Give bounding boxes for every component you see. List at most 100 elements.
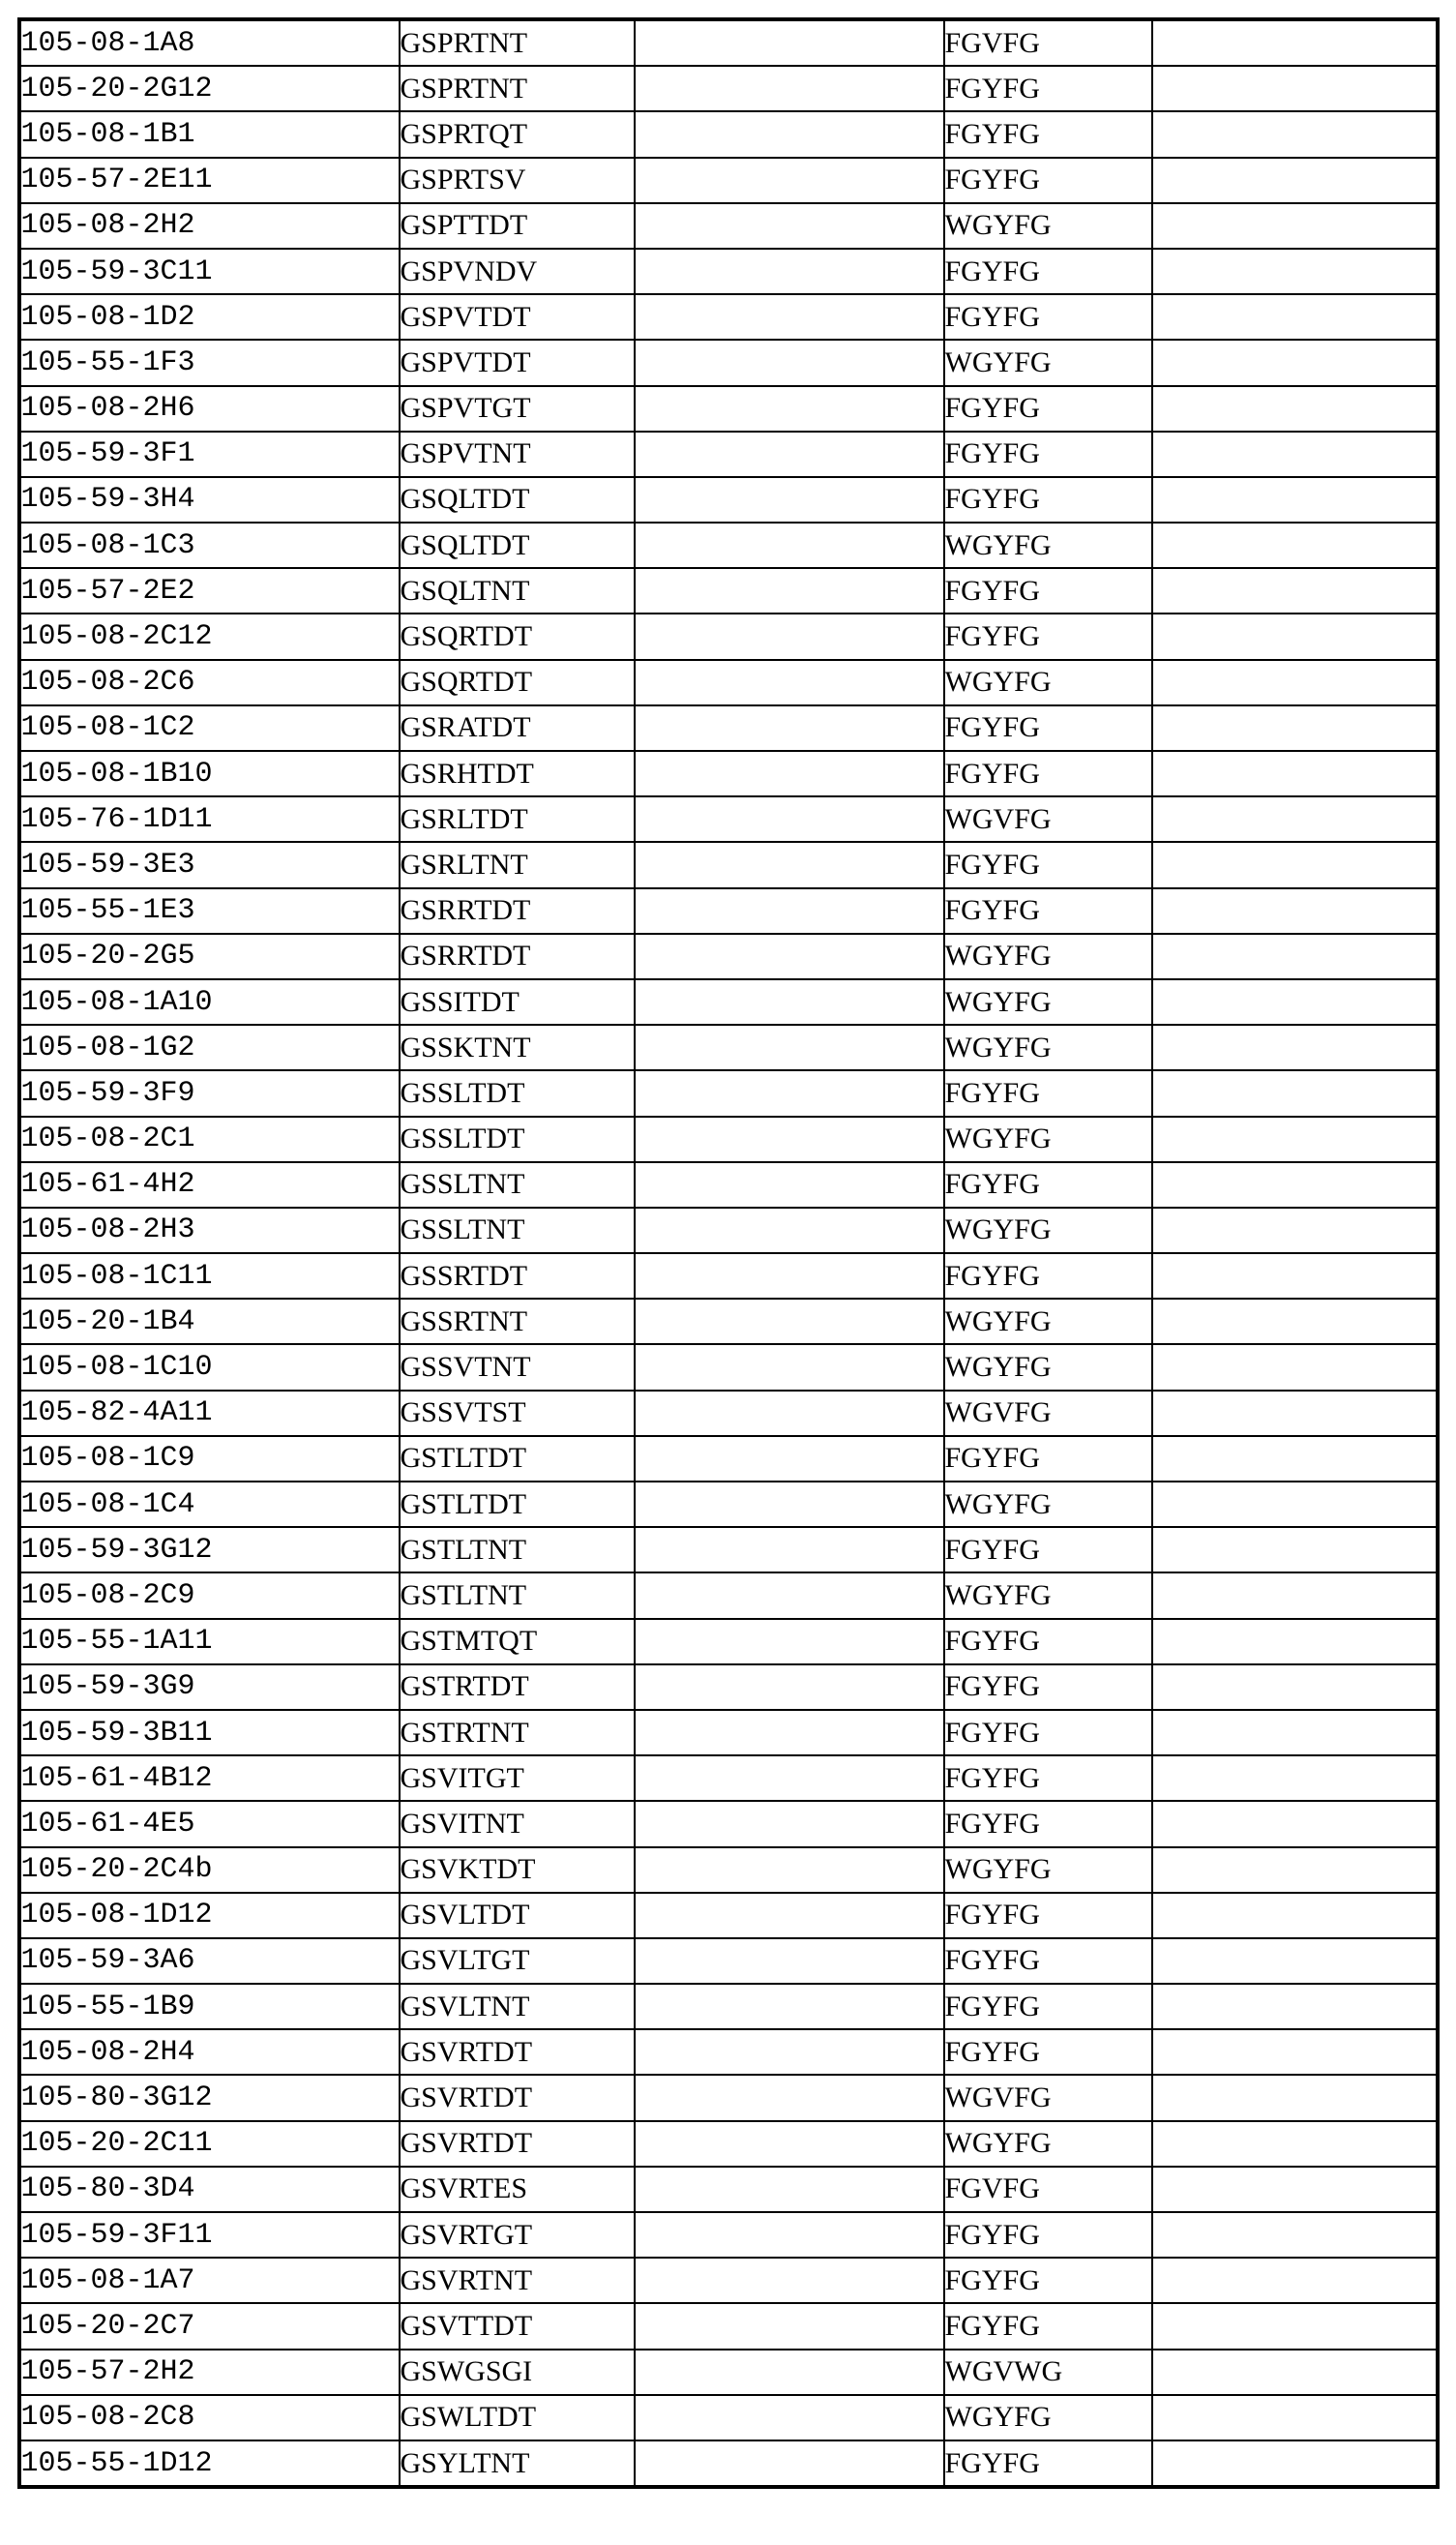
- blank-cell-b: [1152, 1162, 1438, 1208]
- cdr-sequence-2-cell: WGYFG: [944, 340, 1152, 385]
- table-row: 105-59-3H4GSQLTDTFGYFG: [19, 477, 1438, 523]
- blank-cell-a: [635, 2212, 944, 2258]
- blank-cell-b: [1152, 1664, 1438, 1710]
- cdr-sequence-1-cell: GSTLTNT: [400, 1527, 635, 1572]
- blank-cell-a: [635, 1070, 944, 1116]
- blank-cell-a: [635, 203, 944, 249]
- cdr-sequence-1-cell: GSVRTDT: [400, 2121, 635, 2167]
- cdr-sequence-2-cell: FGYFG: [944, 1710, 1152, 1755]
- cdr-sequence-2-cell: FGYFG: [944, 1664, 1152, 1710]
- cdr-sequence-2-cell: WGYFG: [944, 1482, 1152, 1527]
- blank-cell-a: [635, 111, 944, 157]
- blank-cell-a: [635, 19, 944, 66]
- clone-id-cell: 105-80-3G12: [19, 2075, 400, 2120]
- clone-id-cell: 105-08-1B1: [19, 111, 400, 157]
- blank-cell-a: [635, 1208, 944, 1253]
- cdr-sequence-2-cell: FGYFG: [944, 1436, 1152, 1482]
- clone-id-cell: 105-20-1B4: [19, 1299, 400, 1344]
- blank-cell-a: [635, 1025, 944, 1070]
- blank-cell-a: [635, 1893, 944, 1938]
- clone-id-cell: 105-08-1C10: [19, 1344, 400, 1390]
- blank-cell-a: [635, 2395, 944, 2440]
- cdr-sequence-2-cell: WGYFG: [944, 1117, 1152, 1162]
- blank-cell-a: [635, 842, 944, 887]
- table-row: 105-82-4A11GSSVTSTWGVFG: [19, 1391, 1438, 1436]
- blank-cell-b: [1152, 1527, 1438, 1572]
- blank-cell-b: [1152, 796, 1438, 842]
- cdr-sequence-1-cell: GSTMTQT: [400, 1619, 635, 1664]
- blank-cell-b: [1152, 1344, 1438, 1390]
- blank-cell-a: [635, 1938, 944, 1984]
- blank-cell-b: [1152, 1253, 1438, 1299]
- cdr-sequence-2-cell: WGYFG: [944, 2395, 1152, 2440]
- cdr-sequence-2-cell: FGYFG: [944, 432, 1152, 477]
- cdr-sequence-1-cell: GSRRTDT: [400, 934, 635, 979]
- table-row: 105-55-1A11GSTMTQTFGYFG: [19, 1619, 1438, 1664]
- cdr-sequence-2-cell: FGYFG: [944, 1893, 1152, 1938]
- cdr-sequence-2-cell: FGYFG: [944, 614, 1152, 659]
- blank-cell-b: [1152, 523, 1438, 568]
- cdr-sequence-2-cell: FGYFG: [944, 888, 1152, 934]
- cdr-sequence-1-cell: GSQRTDT: [400, 660, 635, 705]
- clone-id-cell: 105-08-2H2: [19, 203, 400, 249]
- blank-cell-a: [635, 2075, 944, 2120]
- blank-cell-b: [1152, 1572, 1438, 1618]
- blank-cell-a: [635, 1755, 944, 1801]
- table-row: 105-08-1C9GSTLTDTFGYFG: [19, 1436, 1438, 1482]
- clone-id-cell: 105-08-1D2: [19, 294, 400, 340]
- clone-id-cell: 105-08-2C9: [19, 1572, 400, 1618]
- cdr-sequence-1-cell: GSQLTDT: [400, 523, 635, 568]
- table-row: 105-55-1D12GSYLTNTFGYFG: [19, 2440, 1438, 2487]
- cdr-sequence-1-cell: GSWGSGI: [400, 2350, 635, 2395]
- clone-id-cell: 105-08-1C9: [19, 1436, 400, 1482]
- blank-cell-b: [1152, 158, 1438, 203]
- blank-cell-a: [635, 2029, 944, 2075]
- blank-cell-a: [635, 568, 944, 614]
- blank-cell-a: [635, 934, 944, 979]
- cdr-sequence-2-cell: FGYFG: [944, 294, 1152, 340]
- clone-id-cell: 105-55-1B9: [19, 1984, 400, 2029]
- cdr-sequence-1-cell: GSPTTDT: [400, 203, 635, 249]
- table-row: 105-20-2C4bGSVKTDTWGYFG: [19, 1847, 1438, 1893]
- cdr-sequence-2-cell: FGYFG: [944, 1253, 1152, 1299]
- cdr-sequence-2-cell: FGYFG: [944, 2258, 1152, 2303]
- blank-cell-b: [1152, 751, 1438, 796]
- cdr-sequence-2-cell: FGYFG: [944, 477, 1152, 523]
- blank-cell-b: [1152, 2075, 1438, 2120]
- clone-id-cell: 105-80-3D4: [19, 2167, 400, 2212]
- blank-cell-a: [635, 523, 944, 568]
- blank-cell-a: [635, 1482, 944, 1527]
- clone-id-cell: 105-59-3C11: [19, 249, 400, 294]
- blank-cell-a: [635, 2303, 944, 2349]
- table-row: 105-08-2H3GSSLTNTWGYFG: [19, 1208, 1438, 1253]
- cdr-sequence-2-cell: WGYFG: [944, 203, 1152, 249]
- table-row: 105-08-1D2GSPVTDTFGYFG: [19, 294, 1438, 340]
- cdr-sequence-2-cell: WGVWG: [944, 2350, 1152, 2395]
- clone-id-cell: 105-08-2H3: [19, 1208, 400, 1253]
- table-row: 105-59-3B11GSTRTNTFGYFG: [19, 1710, 1438, 1755]
- clone-id-cell: 105-57-2H2: [19, 2350, 400, 2395]
- clone-id-cell: 105-08-1A10: [19, 979, 400, 1025]
- table-row: 105-55-1B9GSVLTNTFGYFG: [19, 1984, 1438, 2029]
- blank-cell-b: [1152, 1436, 1438, 1482]
- cdr-sequence-1-cell: GSVKTDT: [400, 1847, 635, 1893]
- cdr-sequence-1-cell: GSVRTES: [400, 2167, 635, 2212]
- clone-id-cell: 105-08-1C11: [19, 1253, 400, 1299]
- table-body: 105-08-1A8GSPRTNTFGVFG105-20-2G12GSPRTNT…: [19, 19, 1438, 2487]
- blank-cell-a: [635, 2167, 944, 2212]
- blank-cell-b: [1152, 1710, 1438, 1755]
- cdr-sequence-2-cell: WGYFG: [944, 1847, 1152, 1893]
- blank-cell-a: [635, 432, 944, 477]
- table-row: 105-08-1B10GSRHTDTFGYFG: [19, 751, 1438, 796]
- cdr-sequence-2-cell: WGYFG: [944, 1344, 1152, 1390]
- clone-id-cell: 105-59-3F11: [19, 2212, 400, 2258]
- blank-cell-b: [1152, 705, 1438, 751]
- clone-id-cell: 105-59-3A6: [19, 1938, 400, 1984]
- blank-cell-a: [635, 660, 944, 705]
- cdr-sequence-2-cell: WGVFG: [944, 796, 1152, 842]
- blank-cell-a: [635, 1162, 944, 1208]
- cdr-sequence-1-cell: GSQLTDT: [400, 477, 635, 523]
- cdr-sequence-2-cell: FGYFG: [944, 1984, 1152, 2029]
- clone-id-cell: 105-20-2G5: [19, 934, 400, 979]
- blank-cell-a: [635, 1572, 944, 1618]
